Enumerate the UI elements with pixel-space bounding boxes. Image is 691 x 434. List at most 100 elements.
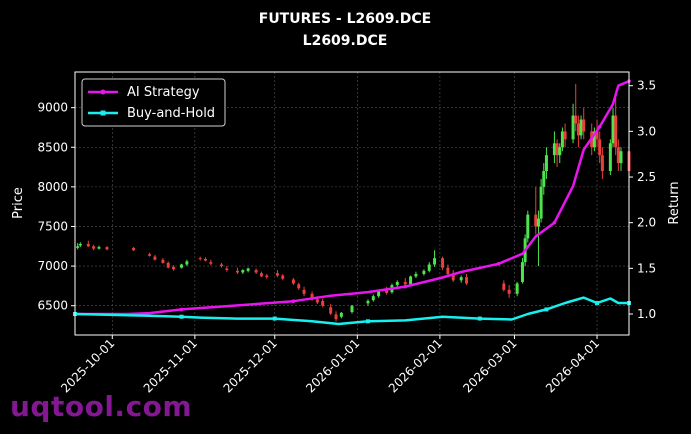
candle-down (451, 274, 455, 281)
candle-down (275, 273, 279, 276)
candle-down (281, 275, 285, 279)
candle-down (219, 264, 223, 267)
candle-up (427, 264, 431, 271)
candle-up (422, 270, 426, 275)
candle-up (459, 277, 463, 281)
y-left-tick-label: 9000 (37, 101, 68, 115)
candle-down (334, 314, 338, 320)
candle-up (544, 155, 548, 172)
chart-title: FUTURES - L2609.DCE (259, 11, 432, 27)
candle-down (235, 270, 239, 273)
y-right-tick-label: 2.0 (637, 216, 656, 230)
ai-strategy-marker (179, 307, 184, 312)
y-axis-right: 1.0 1.5 2.0 2.5 3.0 3.5 (629, 79, 656, 321)
y-left-tick-label: 8500 (37, 140, 68, 154)
ai-strategy-marker (291, 299, 296, 304)
candle-down (315, 299, 319, 303)
candle-up (246, 268, 250, 271)
candle-up (377, 290, 381, 297)
candle-down (204, 258, 208, 261)
candle-up (608, 143, 612, 172)
candle-down (310, 293, 314, 299)
y-right-tick-label: 3.5 (637, 79, 656, 93)
chart-subtitle: L2609.DCE (303, 33, 388, 49)
buy-and-hold-line (74, 296, 629, 326)
candle-up (571, 115, 575, 140)
candle-down (259, 273, 263, 277)
candle-up (350, 305, 354, 313)
ai-strategy-line (75, 79, 630, 316)
candle-down (534, 214, 538, 227)
candle-down (172, 266, 176, 270)
candle-down (297, 284, 301, 289)
candle-up (515, 283, 519, 294)
candle-down (502, 283, 506, 290)
y-right-tick-label: 1.5 (637, 261, 656, 275)
ai-strategy-marker (496, 261, 501, 266)
ai-strategy-marker (597, 124, 602, 129)
candle-down (465, 277, 469, 284)
candle-down (132, 247, 136, 251)
y-right-tick-label: 1.0 (637, 307, 656, 321)
candle-up (366, 300, 370, 304)
buy-and-hold-marker (365, 319, 370, 324)
candle-up (241, 270, 245, 273)
y-left-tick-label: 6500 (37, 299, 68, 313)
candle-down (595, 131, 599, 140)
candle-down (254, 270, 258, 273)
candle-up (409, 276, 413, 285)
y-axis-left-label: Price (11, 187, 26, 219)
candle-up (579, 119, 583, 136)
candle-up (185, 261, 189, 265)
candle-down (321, 300, 325, 306)
candle-down (148, 254, 152, 256)
candle-up (539, 186, 543, 219)
candle-up (536, 218, 540, 227)
candle-down (329, 307, 333, 314)
buy-and-hold-marker (272, 316, 277, 321)
plot-frame (74, 71, 630, 336)
buy-and-hold-marker (179, 314, 184, 319)
y-axis-right-label: Return (667, 181, 682, 224)
candle-down (614, 115, 618, 148)
watermark: uqtool.com (10, 390, 193, 423)
candle-down (507, 289, 511, 294)
candle-up (619, 151, 623, 164)
candle-down (555, 143, 559, 156)
candle-down (582, 119, 586, 132)
legend-bh-label: Buy-and-Hold (127, 106, 215, 121)
candle-down (209, 262, 213, 264)
candle-down (86, 243, 90, 247)
candle-up (558, 147, 562, 156)
legend-bh-marker (100, 110, 106, 116)
candle-up (97, 247, 101, 249)
candle-down (265, 275, 269, 278)
candle-down (302, 289, 306, 294)
buy-and-hold-marker (595, 301, 600, 306)
candle-up (542, 171, 546, 187)
candle-down (598, 139, 602, 156)
buy-and-hold-marker (544, 307, 549, 312)
candle-up (76, 246, 80, 248)
candle-up (433, 258, 437, 265)
candle-up (371, 296, 375, 301)
candle-down (403, 281, 407, 285)
buy-and-hold-marker (477, 316, 482, 321)
candle-up (339, 312, 343, 317)
candle-down (291, 279, 295, 284)
candle-down (166, 262, 170, 268)
y-right-tick-label: 2.5 (637, 170, 656, 184)
candle-down (225, 268, 229, 271)
legend-ai-label: AI Strategy (127, 85, 200, 100)
candle-up (180, 264, 184, 268)
candle-down (92, 246, 96, 249)
y-left-tick-label: 7500 (37, 219, 68, 233)
candle-down (153, 256, 157, 260)
candle-up (526, 214, 530, 239)
candle-up (414, 274, 418, 277)
candle-up (552, 143, 556, 156)
candle-down (385, 289, 389, 294)
y-left-tick-label: 8000 (37, 180, 68, 194)
